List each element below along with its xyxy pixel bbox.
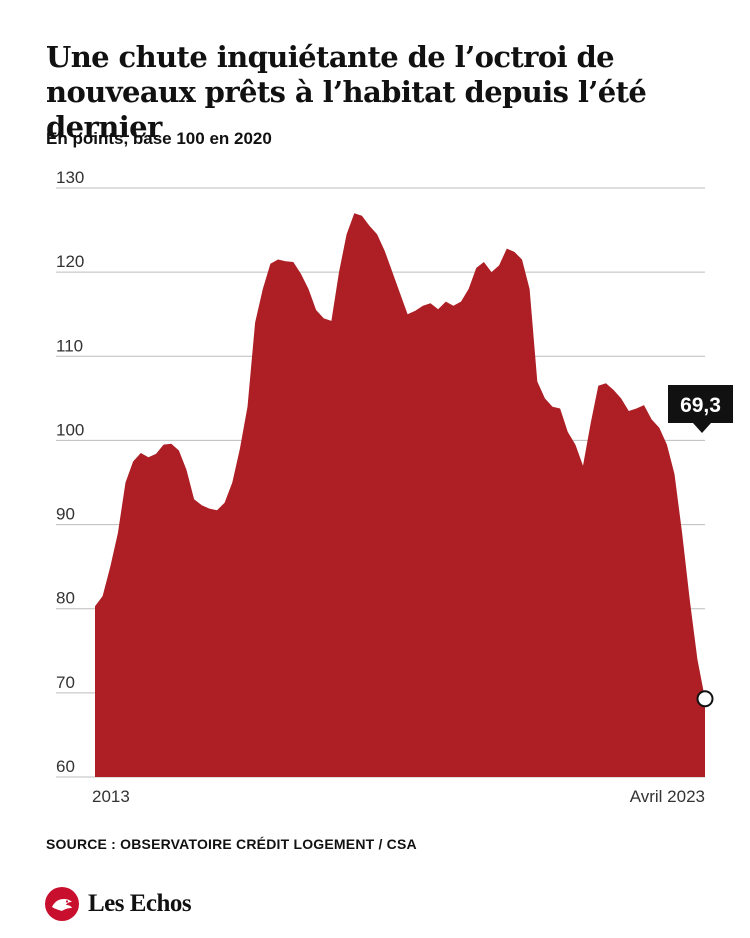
callout-box [668, 385, 733, 433]
chart-title: Une chute inquiétante de l’octroi de nou… [46, 40, 647, 144]
source-note: SOURCE : OBSERVATOIRE CRÉDIT LOGEMENT / … [46, 836, 417, 852]
x-axis-ticks: 2013 Avril 2023 [92, 787, 705, 806]
end-point-marker [696, 690, 714, 708]
data-area [95, 213, 705, 777]
x-tick-label-start: 2013 [92, 787, 130, 806]
area-chart: 60 70 80 90 100 110 120 130 2013 Avril 2023 69,… [56, 168, 733, 806]
y-tick-label: 110 [56, 336, 83, 355]
y-axis-ticks: 60 70 80 90 100 110 120 130 [56, 168, 84, 776]
chart-subtitle: En points, base 100 en 2020 [46, 129, 272, 148]
y-tick-label: 80 [56, 589, 75, 608]
y-tick-label: 60 [56, 757, 75, 776]
end-value-label: 69,3 [680, 394, 721, 417]
y-tick-label: 100 [56, 420, 84, 439]
brand-name: Les Echos [88, 890, 192, 917]
end-value-callout: 69,3 [668, 385, 733, 433]
y-tick-label: 120 [56, 252, 84, 271]
les-echos-logo-icon [45, 887, 79, 921]
brand-logo: Les Echos [44, 884, 192, 924]
y-tick-label: 70 [56, 673, 75, 692]
y-tick-label: 90 [56, 505, 75, 524]
x-tick-label-end: Avril 2023 [630, 787, 705, 806]
y-tick-label: 130 [56, 168, 84, 187]
